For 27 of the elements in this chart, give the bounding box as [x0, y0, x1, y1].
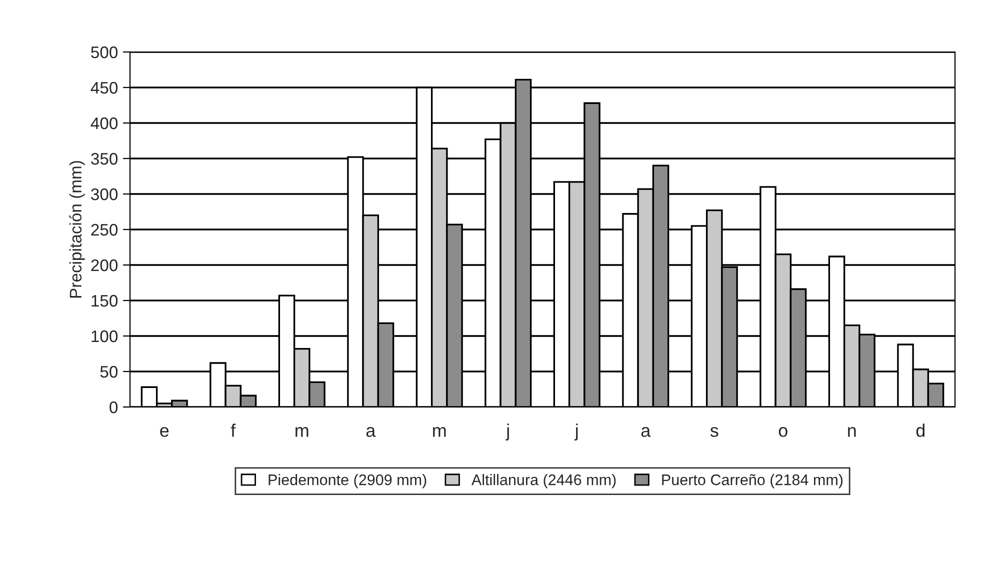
y-tick-label: 300	[91, 188, 118, 200]
y-tick-label: 350	[91, 152, 118, 165]
y-axis-title: Precipitación (mm)	[69, 161, 85, 298]
x-tick-label: a	[366, 427, 376, 437]
x-tick-label: d	[916, 424, 924, 437]
x-tick-label: o	[778, 427, 788, 437]
y-tick-label: 450	[90, 82, 118, 94]
y-tick-label: 100	[92, 330, 118, 342]
y-tick-label: 0	[110, 401, 118, 414]
y-tick-label: 500	[91, 46, 118, 58]
y-tick-label: 250	[91, 224, 118, 236]
x-tick-label: n	[848, 427, 856, 437]
x-tick-label: m	[296, 427, 308, 437]
y-tick-label: 400	[90, 117, 118, 130]
x-tick-label: f	[230, 424, 236, 437]
y-tick-label: 150	[92, 294, 118, 307]
legend-label: Puerto Carreño (2184 mm)	[662, 474, 843, 488]
x-tick-label: m	[433, 427, 446, 437]
x-tick-label: j	[574, 424, 578, 440]
x-tick-label: a	[641, 427, 651, 437]
x-tick-label: j	[506, 424, 509, 440]
y-tick-label: 50	[100, 366, 118, 378]
legend-label: Piedemonte (2909 mm)	[268, 474, 426, 488]
y-tick-label: 200	[91, 259, 118, 272]
x-tick-label: s	[710, 427, 718, 437]
legend-label: Altillanura (2446 mm)	[471, 474, 616, 488]
x-tick-label: e	[160, 427, 169, 437]
